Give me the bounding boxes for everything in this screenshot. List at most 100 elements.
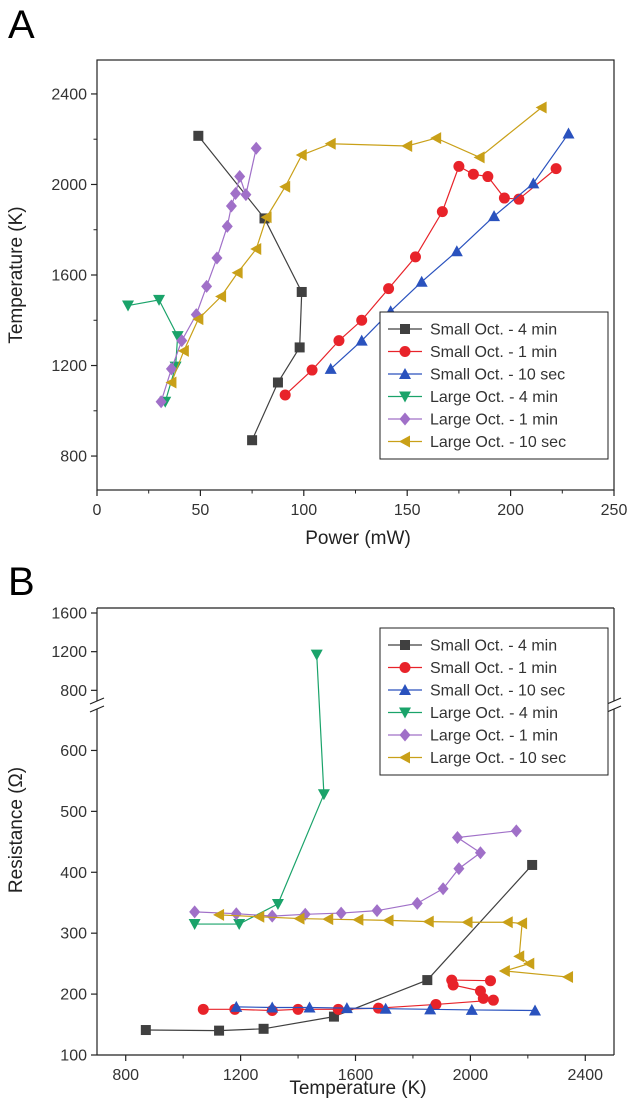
data-point xyxy=(306,364,318,376)
data-point xyxy=(247,435,258,446)
series-line-a-2 xyxy=(330,133,569,370)
chart-b-legend xyxy=(379,627,609,776)
data-point xyxy=(422,915,434,928)
data-point xyxy=(260,211,272,224)
data-point xyxy=(317,789,330,801)
data-point xyxy=(211,251,223,265)
data-point xyxy=(379,1002,392,1014)
data-point xyxy=(382,914,394,927)
y-tick-label: 800 xyxy=(60,449,87,466)
data-point xyxy=(122,300,135,312)
legend-marker xyxy=(399,391,411,403)
series-line-b-5 xyxy=(219,914,569,978)
y-tick-label: 1600 xyxy=(51,268,87,285)
legend-label: Small Oct. - 4 min xyxy=(430,638,557,655)
data-point xyxy=(352,913,364,926)
data-point xyxy=(411,896,423,910)
series-line-b-0 xyxy=(145,864,533,1032)
data-point xyxy=(527,859,538,870)
y-tick-label: 200 xyxy=(60,987,87,1004)
legend-marker xyxy=(399,368,411,379)
legend-label: Large Oct. - 1 min xyxy=(430,728,558,745)
data-point xyxy=(324,137,336,150)
data-point xyxy=(294,342,305,353)
data-point xyxy=(401,140,413,152)
data-point xyxy=(322,913,334,926)
data-point xyxy=(422,975,433,986)
data-point xyxy=(487,994,499,1006)
data-point xyxy=(165,376,177,389)
data-point xyxy=(292,1003,304,1015)
data-point xyxy=(484,975,496,987)
y-tick-label: 500 xyxy=(60,804,87,821)
legend-label: Large Oct. - 4 min xyxy=(430,705,558,722)
data-point xyxy=(513,950,525,963)
y-tick-label: 2000 xyxy=(51,177,87,194)
data-point xyxy=(201,279,213,293)
data-point xyxy=(513,193,525,205)
series-line-b-2 xyxy=(236,1006,536,1012)
data-point xyxy=(279,180,291,193)
data-point xyxy=(516,917,528,930)
data-point xyxy=(303,1001,316,1013)
data-point xyxy=(250,141,262,155)
data-point xyxy=(214,1025,225,1036)
series-line-b-4 xyxy=(194,830,517,917)
data-point xyxy=(436,206,448,218)
data-point xyxy=(253,910,265,923)
data-point xyxy=(279,389,291,401)
data-point xyxy=(501,916,513,929)
legend-marker xyxy=(400,324,410,334)
data-point xyxy=(424,1003,437,1015)
legend-label: Large Oct. - 10 sec xyxy=(430,750,566,767)
y-tick-label: 1200 xyxy=(51,644,87,661)
data-point xyxy=(335,906,347,920)
data-point xyxy=(465,1003,478,1015)
legend-label: Small Oct. - 4 min xyxy=(430,322,557,339)
data-point xyxy=(215,290,227,303)
data-point xyxy=(193,130,204,141)
data-point xyxy=(527,177,540,189)
x-tick-label: 150 xyxy=(394,502,421,519)
data-point xyxy=(371,904,383,918)
data-point xyxy=(383,283,395,295)
data-point xyxy=(240,188,252,202)
data-point xyxy=(213,908,225,921)
data-point xyxy=(231,266,243,279)
data-point xyxy=(467,168,479,180)
data-point xyxy=(562,971,574,984)
y-tick-label: 400 xyxy=(60,865,87,882)
data-point xyxy=(225,199,237,213)
data-point xyxy=(221,219,233,233)
data-point xyxy=(272,377,283,388)
series-line-a-0 xyxy=(197,135,303,441)
data-point xyxy=(437,882,449,896)
data-point xyxy=(550,163,562,175)
legend-marker xyxy=(399,346,411,357)
data-point xyxy=(333,335,345,347)
chart-b-x-axis-label: Temperature (K) xyxy=(289,1078,426,1099)
axis-break-mark xyxy=(89,697,105,705)
panel-a-label: A xyxy=(8,3,35,47)
chart-b-y-axis-label: Resistance (Ω) xyxy=(6,767,27,893)
data-point xyxy=(473,151,485,164)
x-tick-label: 250 xyxy=(601,502,628,519)
data-point xyxy=(165,362,177,376)
data-point xyxy=(453,862,465,876)
data-point xyxy=(562,127,575,139)
data-point xyxy=(529,1004,542,1016)
data-point xyxy=(409,251,421,263)
data-point xyxy=(324,362,337,374)
data-point xyxy=(197,1003,209,1015)
y-tick-label: 100 xyxy=(60,1048,87,1065)
data-point xyxy=(356,314,368,326)
chart-a: 0 50 100 150 200 250 800 1200 1600 2000 2400 Small … xyxy=(51,59,628,519)
data-point xyxy=(430,132,442,145)
data-point xyxy=(250,242,262,255)
data-point xyxy=(474,846,486,860)
data-point xyxy=(177,344,189,357)
legend-marker xyxy=(399,751,410,764)
data-point xyxy=(488,210,501,222)
data-point xyxy=(230,1000,243,1012)
